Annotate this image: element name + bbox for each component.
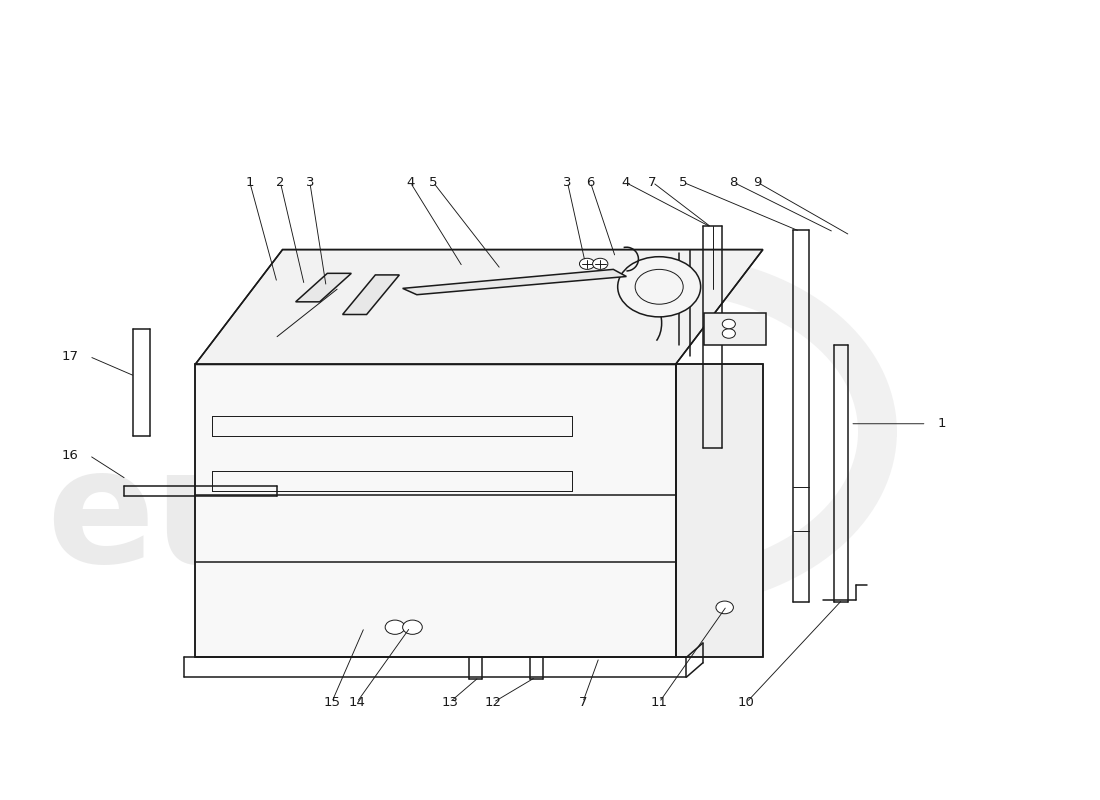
Text: 5: 5 [429, 176, 438, 189]
Text: 6: 6 [586, 176, 595, 189]
Text: 12: 12 [485, 696, 502, 709]
Text: 3: 3 [306, 176, 315, 189]
Text: 4: 4 [621, 176, 629, 189]
Text: 7: 7 [648, 176, 657, 189]
Circle shape [403, 620, 422, 634]
Circle shape [716, 601, 734, 614]
Circle shape [580, 258, 595, 270]
Circle shape [385, 620, 405, 634]
Text: 8: 8 [729, 176, 738, 189]
Polygon shape [403, 270, 626, 294]
Text: 2: 2 [276, 176, 285, 189]
Text: 1: 1 [937, 418, 946, 430]
Text: 5: 5 [679, 176, 688, 189]
Polygon shape [342, 275, 399, 314]
Text: 7: 7 [579, 696, 587, 709]
Text: 4: 4 [406, 176, 415, 189]
Polygon shape [195, 364, 675, 658]
Text: 14: 14 [349, 696, 365, 709]
Text: 10: 10 [738, 696, 755, 709]
Polygon shape [675, 364, 763, 658]
Text: 13: 13 [441, 696, 458, 709]
Text: 16: 16 [62, 449, 78, 462]
Polygon shape [296, 274, 351, 302]
Circle shape [593, 258, 608, 270]
Text: a passion for parts since 1985: a passion for parts since 1985 [383, 545, 651, 628]
Circle shape [723, 329, 736, 338]
Polygon shape [195, 250, 763, 364]
Polygon shape [704, 313, 766, 345]
Text: 17: 17 [62, 350, 78, 363]
Circle shape [723, 319, 736, 329]
Text: 11: 11 [651, 696, 668, 709]
Text: 3: 3 [563, 176, 572, 189]
Text: 1: 1 [245, 176, 254, 189]
Circle shape [618, 257, 701, 317]
Text: eu: eu [46, 442, 268, 596]
Text: 15: 15 [323, 696, 340, 709]
Text: 9: 9 [754, 176, 761, 189]
